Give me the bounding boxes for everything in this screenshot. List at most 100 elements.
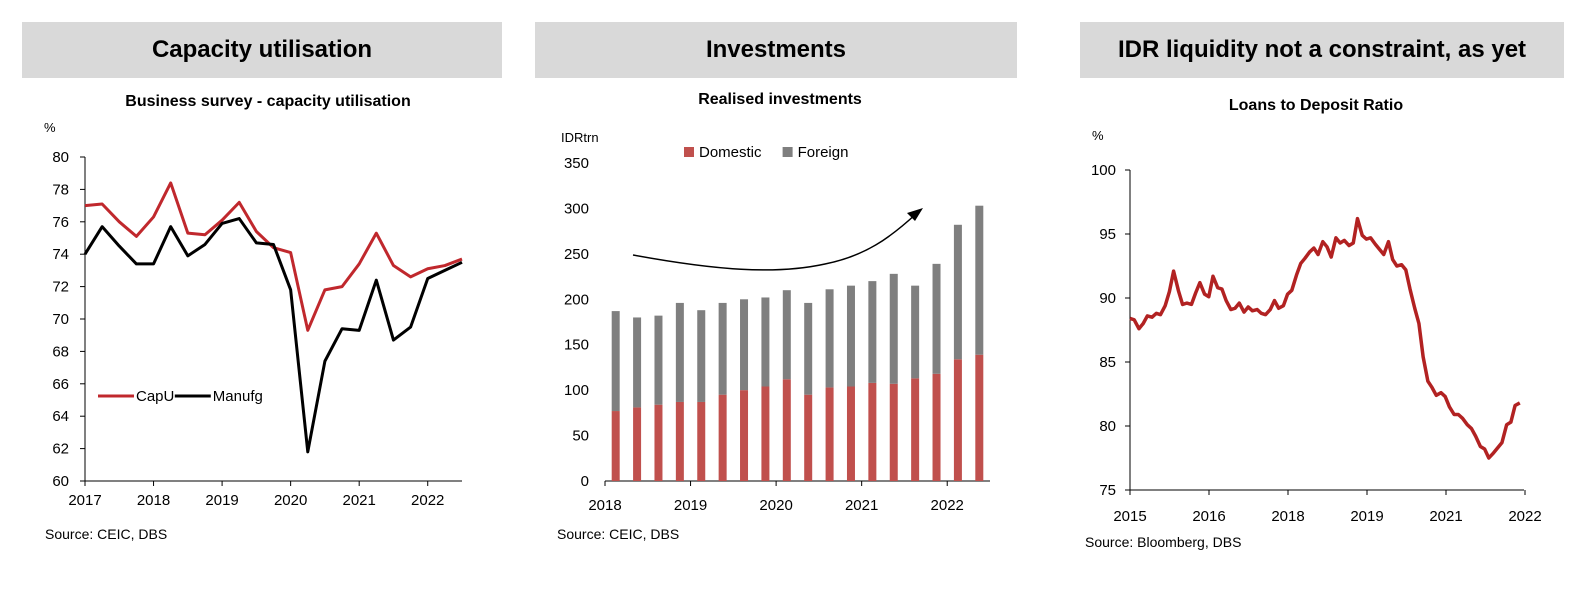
legend-label: Manufg (213, 388, 263, 405)
bar-domestic (868, 382, 877, 481)
y-tick-label: 100 (564, 382, 589, 399)
y-tick-label: 300 (564, 200, 589, 217)
bar-domestic (654, 404, 663, 481)
panel-investments: Investments Realised investments IDRtrn 0 5… (535, 0, 1055, 598)
y-tick-label: 66 (52, 376, 69, 393)
y-tick-label: 70 (52, 311, 69, 328)
x-tick-label: 2021 (845, 497, 878, 514)
x-tick-label: 2016 (1192, 508, 1225, 525)
series-line-manufg (83, 217, 463, 454)
chart-title: Loans to Deposit Ratio (1229, 97, 1403, 114)
trend-arrow (632, 212, 918, 271)
y-tick-label: 150 (564, 337, 589, 354)
bar-domestic (846, 386, 855, 481)
x-tick-label: 2021 (1429, 508, 1462, 525)
bar-foreign (889, 273, 898, 384)
ldr-chart: Loans to Deposit Ratio% 75 80 85 90 95 100 2015… (1085, 97, 1542, 550)
series-line-capu (84, 181, 463, 332)
y-tick-label: 74 (52, 246, 69, 263)
source-note: Source: CEIC, DBS (557, 526, 679, 542)
panel-header-label: Capacity utilisation (151, 36, 373, 63)
y-tick-label: 78 (52, 181, 69, 198)
legend-label: CapU (136, 388, 174, 405)
x-tick-label: 2017 (68, 492, 101, 509)
x-tick-label: 2022 (931, 497, 964, 514)
x-tick-label: 2022 (411, 492, 444, 509)
bar-foreign (804, 302, 813, 395)
legend-swatch (782, 147, 793, 157)
capacity-chart: Business survey - capacity utilisation% 6… (44, 93, 463, 542)
panel-header-label: IDR liquidity not a constraint, as yet (1117, 36, 1527, 63)
bar-domestic (782, 379, 791, 481)
y-tick-label: 80 (1099, 418, 1116, 435)
y-tick-label: 95 (1099, 226, 1116, 243)
bar-domestic (953, 359, 962, 481)
panel-header: Capacity utilisation (22, 22, 502, 78)
y-tick-label: 75 (1099, 482, 1116, 499)
bar-foreign (782, 290, 791, 380)
chart-title: Business survey - capacity utilisation (125, 93, 410, 110)
x-tick-label: 2019 (205, 492, 238, 509)
y-axis-unit: % (44, 120, 56, 135)
bar-foreign (911, 285, 920, 379)
bar-domestic (825, 387, 834, 481)
source-note: Source: Bloomberg, DBS (1085, 534, 1241, 550)
bar-foreign (611, 311, 620, 412)
x-tick-label: 2018 (1271, 508, 1304, 525)
x-tick-label: 2021 (342, 492, 375, 509)
bar-foreign (868, 281, 877, 383)
trend-arrow-head (907, 208, 923, 221)
bar-domestic (889, 383, 898, 481)
source-note: Source: CEIC, DBS (45, 526, 167, 542)
y-tick-label: 100 (1091, 162, 1116, 179)
y-tick-label: 68 (52, 343, 69, 360)
ldr-series-line (1129, 216, 1521, 460)
panel-capacity: Capacity utilisation Business survey - c… (0, 0, 520, 598)
panel-header: IDR liquidity not a constraint, as yet (1080, 22, 1564, 78)
bar-foreign (740, 299, 749, 391)
bar-domestic (611, 411, 620, 481)
bar-domestic (675, 401, 684, 481)
bar-domestic (911, 378, 920, 481)
investments-chart: Realised investments IDRtrn 0 50 100 150 200 25… (557, 91, 990, 542)
bar-foreign (697, 310, 706, 402)
bar-domestic (697, 401, 706, 481)
y-tick-label: 76 (52, 214, 69, 231)
y-tick-label: 350 (564, 155, 589, 172)
y-tick-label: 90 (1099, 290, 1116, 307)
chart-title: Realised investments (698, 91, 862, 108)
bar-domestic (804, 394, 813, 481)
bar-foreign (825, 289, 834, 388)
bar-foreign (975, 205, 984, 355)
x-tick-label: 2019 (674, 497, 707, 514)
y-tick-label: 64 (52, 408, 69, 425)
bar-foreign (932, 263, 941, 374)
bar-foreign (633, 317, 642, 408)
y-tick-label: 80 (52, 149, 69, 166)
panel-liquidity: IDR liquidity not a constraint, as yet L… (1070, 0, 1574, 598)
panel-header: Investments (535, 22, 1017, 78)
legend-swatch (684, 147, 694, 157)
bar-foreign (846, 285, 855, 387)
bar-domestic (975, 354, 984, 481)
y-tick-label: 200 (564, 291, 589, 308)
legend-label: Domestic (699, 144, 762, 161)
legend-label: Foreign (798, 144, 849, 161)
y-tick-label: 250 (564, 246, 589, 263)
x-tick-label: 2018 (588, 497, 621, 514)
bar-domestic (761, 386, 770, 481)
bar-foreign (761, 297, 770, 387)
bar-domestic (633, 407, 642, 481)
x-tick-label: 2020 (274, 492, 307, 509)
bar-foreign (654, 315, 663, 405)
y-tick-label: 85 (1099, 354, 1116, 371)
y-tick-label: 60 (52, 473, 69, 490)
bar-domestic (718, 394, 727, 481)
x-tick-label: 2015 (1113, 508, 1146, 525)
bar-foreign (718, 302, 727, 395)
x-tick-label: 2019 (1350, 508, 1383, 525)
y-tick-label: 62 (52, 441, 69, 458)
x-tick-label: 2022 (1508, 508, 1541, 525)
bar-domestic (932, 373, 941, 481)
bar-foreign (675, 302, 684, 402)
